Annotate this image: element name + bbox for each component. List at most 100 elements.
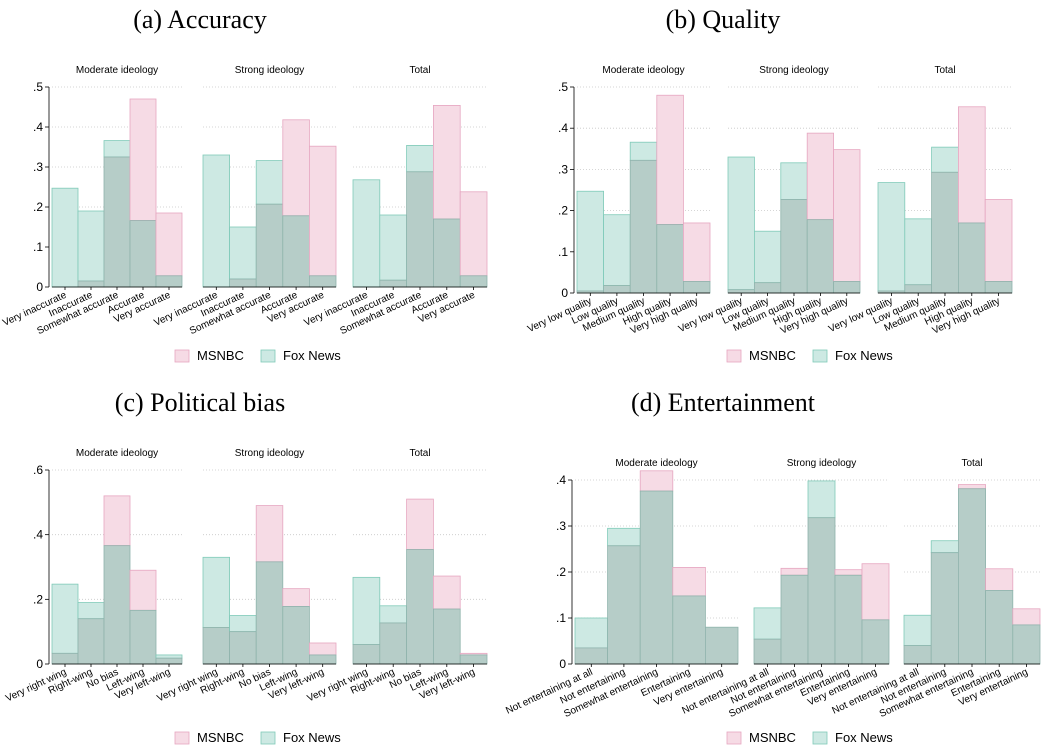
facet-title: Moderate ideology [615, 458, 697, 469]
overlap-bar [129, 609, 157, 665]
overlap-bar [683, 281, 711, 294]
overlap-bar [806, 219, 835, 294]
overlap-bar [931, 171, 959, 294]
overlap-bar [129, 220, 157, 288]
legend-swatch-msnbc [174, 731, 190, 745]
msnbc-bar [985, 568, 1014, 591]
facet-title: Total [961, 458, 982, 469]
overlap-bar [406, 549, 434, 665]
overlap-bar [406, 171, 434, 288]
y-tick-label: .2 [558, 204, 568, 218]
fox-news-bar [352, 179, 381, 288]
overlap-bar [103, 156, 131, 288]
y-tick-label: .2 [33, 200, 43, 214]
fox-news-bar [229, 615, 257, 633]
overlap-bar [459, 275, 488, 288]
facet-title: Moderate ideology [76, 448, 158, 459]
overlap-bar [656, 224, 684, 294]
legend-swatch-msnbc [726, 349, 742, 363]
overlap-bar [352, 644, 381, 665]
msnbc-bar [639, 470, 674, 492]
msnbc-bar [806, 132, 835, 221]
fox-news-bar [877, 182, 906, 292]
overlap-bar [459, 654, 488, 665]
fox-news-bar [754, 230, 782, 284]
overlap-bar [282, 606, 310, 665]
y-tick-label: 0 [559, 657, 566, 671]
overlap-bar [155, 657, 183, 665]
fox-news-bar [103, 140, 131, 158]
fox-news-bar [379, 605, 407, 624]
fox-news-bar [903, 614, 932, 646]
fox-news-bar [904, 218, 932, 286]
msnbc-bar [282, 588, 310, 607]
fox-news-bar [727, 156, 755, 291]
panel-title: (a) Accuracy [133, 5, 267, 34]
fox-news-bar [229, 226, 257, 280]
msnbc-bar [308, 145, 337, 277]
fox-news-bar [406, 144, 434, 173]
legend-label-fox-news: Fox News [283, 348, 341, 363]
overlap-bar [282, 215, 310, 288]
msnbc-bar [958, 484, 987, 490]
fox-news-bar [51, 187, 79, 288]
msnbc-bar [958, 106, 986, 224]
fox-news-bar [931, 146, 959, 173]
overlap-bar [379, 622, 407, 665]
y-tick-label: .5 [558, 80, 568, 94]
overlap-bar [727, 289, 755, 294]
overlap-bar [985, 590, 1014, 665]
overlap-bar [77, 280, 105, 288]
msnbc-bar [432, 575, 461, 610]
msnbc-bar [861, 563, 890, 621]
fox-news-bar [77, 602, 105, 620]
msnbc-bar [406, 498, 434, 550]
fox-news-bar [379, 214, 407, 281]
overlap-bar [705, 626, 739, 665]
msnbc-bar [984, 199, 1013, 282]
legend: MSNBC Fox News [174, 730, 341, 745]
overlap-bar [754, 282, 782, 294]
y-tick-label: .3 [556, 519, 566, 533]
y-tick-label: 0 [561, 286, 568, 300]
msnbc-bar [683, 222, 711, 282]
overlap-bar [1012, 624, 1041, 665]
y-tick-label: .1 [556, 611, 566, 625]
overlap-bar [807, 517, 836, 665]
overlap-bar [780, 574, 809, 665]
msnbc-bar [459, 191, 488, 277]
fox-news-bar [574, 617, 608, 649]
overlap-bar [255, 561, 284, 665]
msnbc-bar [656, 94, 684, 226]
panel-title: (d) Entertainment [631, 388, 816, 417]
msnbc-bar [834, 569, 863, 576]
overlap-bar [229, 631, 257, 665]
overlap-bar [753, 638, 782, 665]
msnbc-bar [155, 212, 183, 277]
legend-label-msnbc: MSNBC [749, 348, 796, 363]
fox-news-bar [202, 154, 231, 288]
msnbc-bar [1012, 608, 1041, 626]
panel-title: (c) Political bias [115, 388, 285, 417]
legend-label-fox-news: Fox News [835, 348, 893, 363]
overlap-bar [984, 281, 1013, 294]
overlap-bar [833, 281, 861, 294]
overlap-bar [308, 275, 337, 288]
overlap-bar [51, 652, 79, 665]
y-tick-label: .6 [33, 463, 43, 477]
legend-swatch-fox-news [812, 349, 828, 363]
legend: MSNBC Fox News [726, 348, 893, 363]
fox-news-bar [51, 583, 79, 654]
overlap-bar [903, 645, 932, 665]
legend-swatch-fox-news [260, 731, 276, 745]
overlap-bar [379, 279, 407, 288]
overlap-bar [574, 647, 608, 665]
legend: MSNBC Fox News [726, 730, 893, 745]
